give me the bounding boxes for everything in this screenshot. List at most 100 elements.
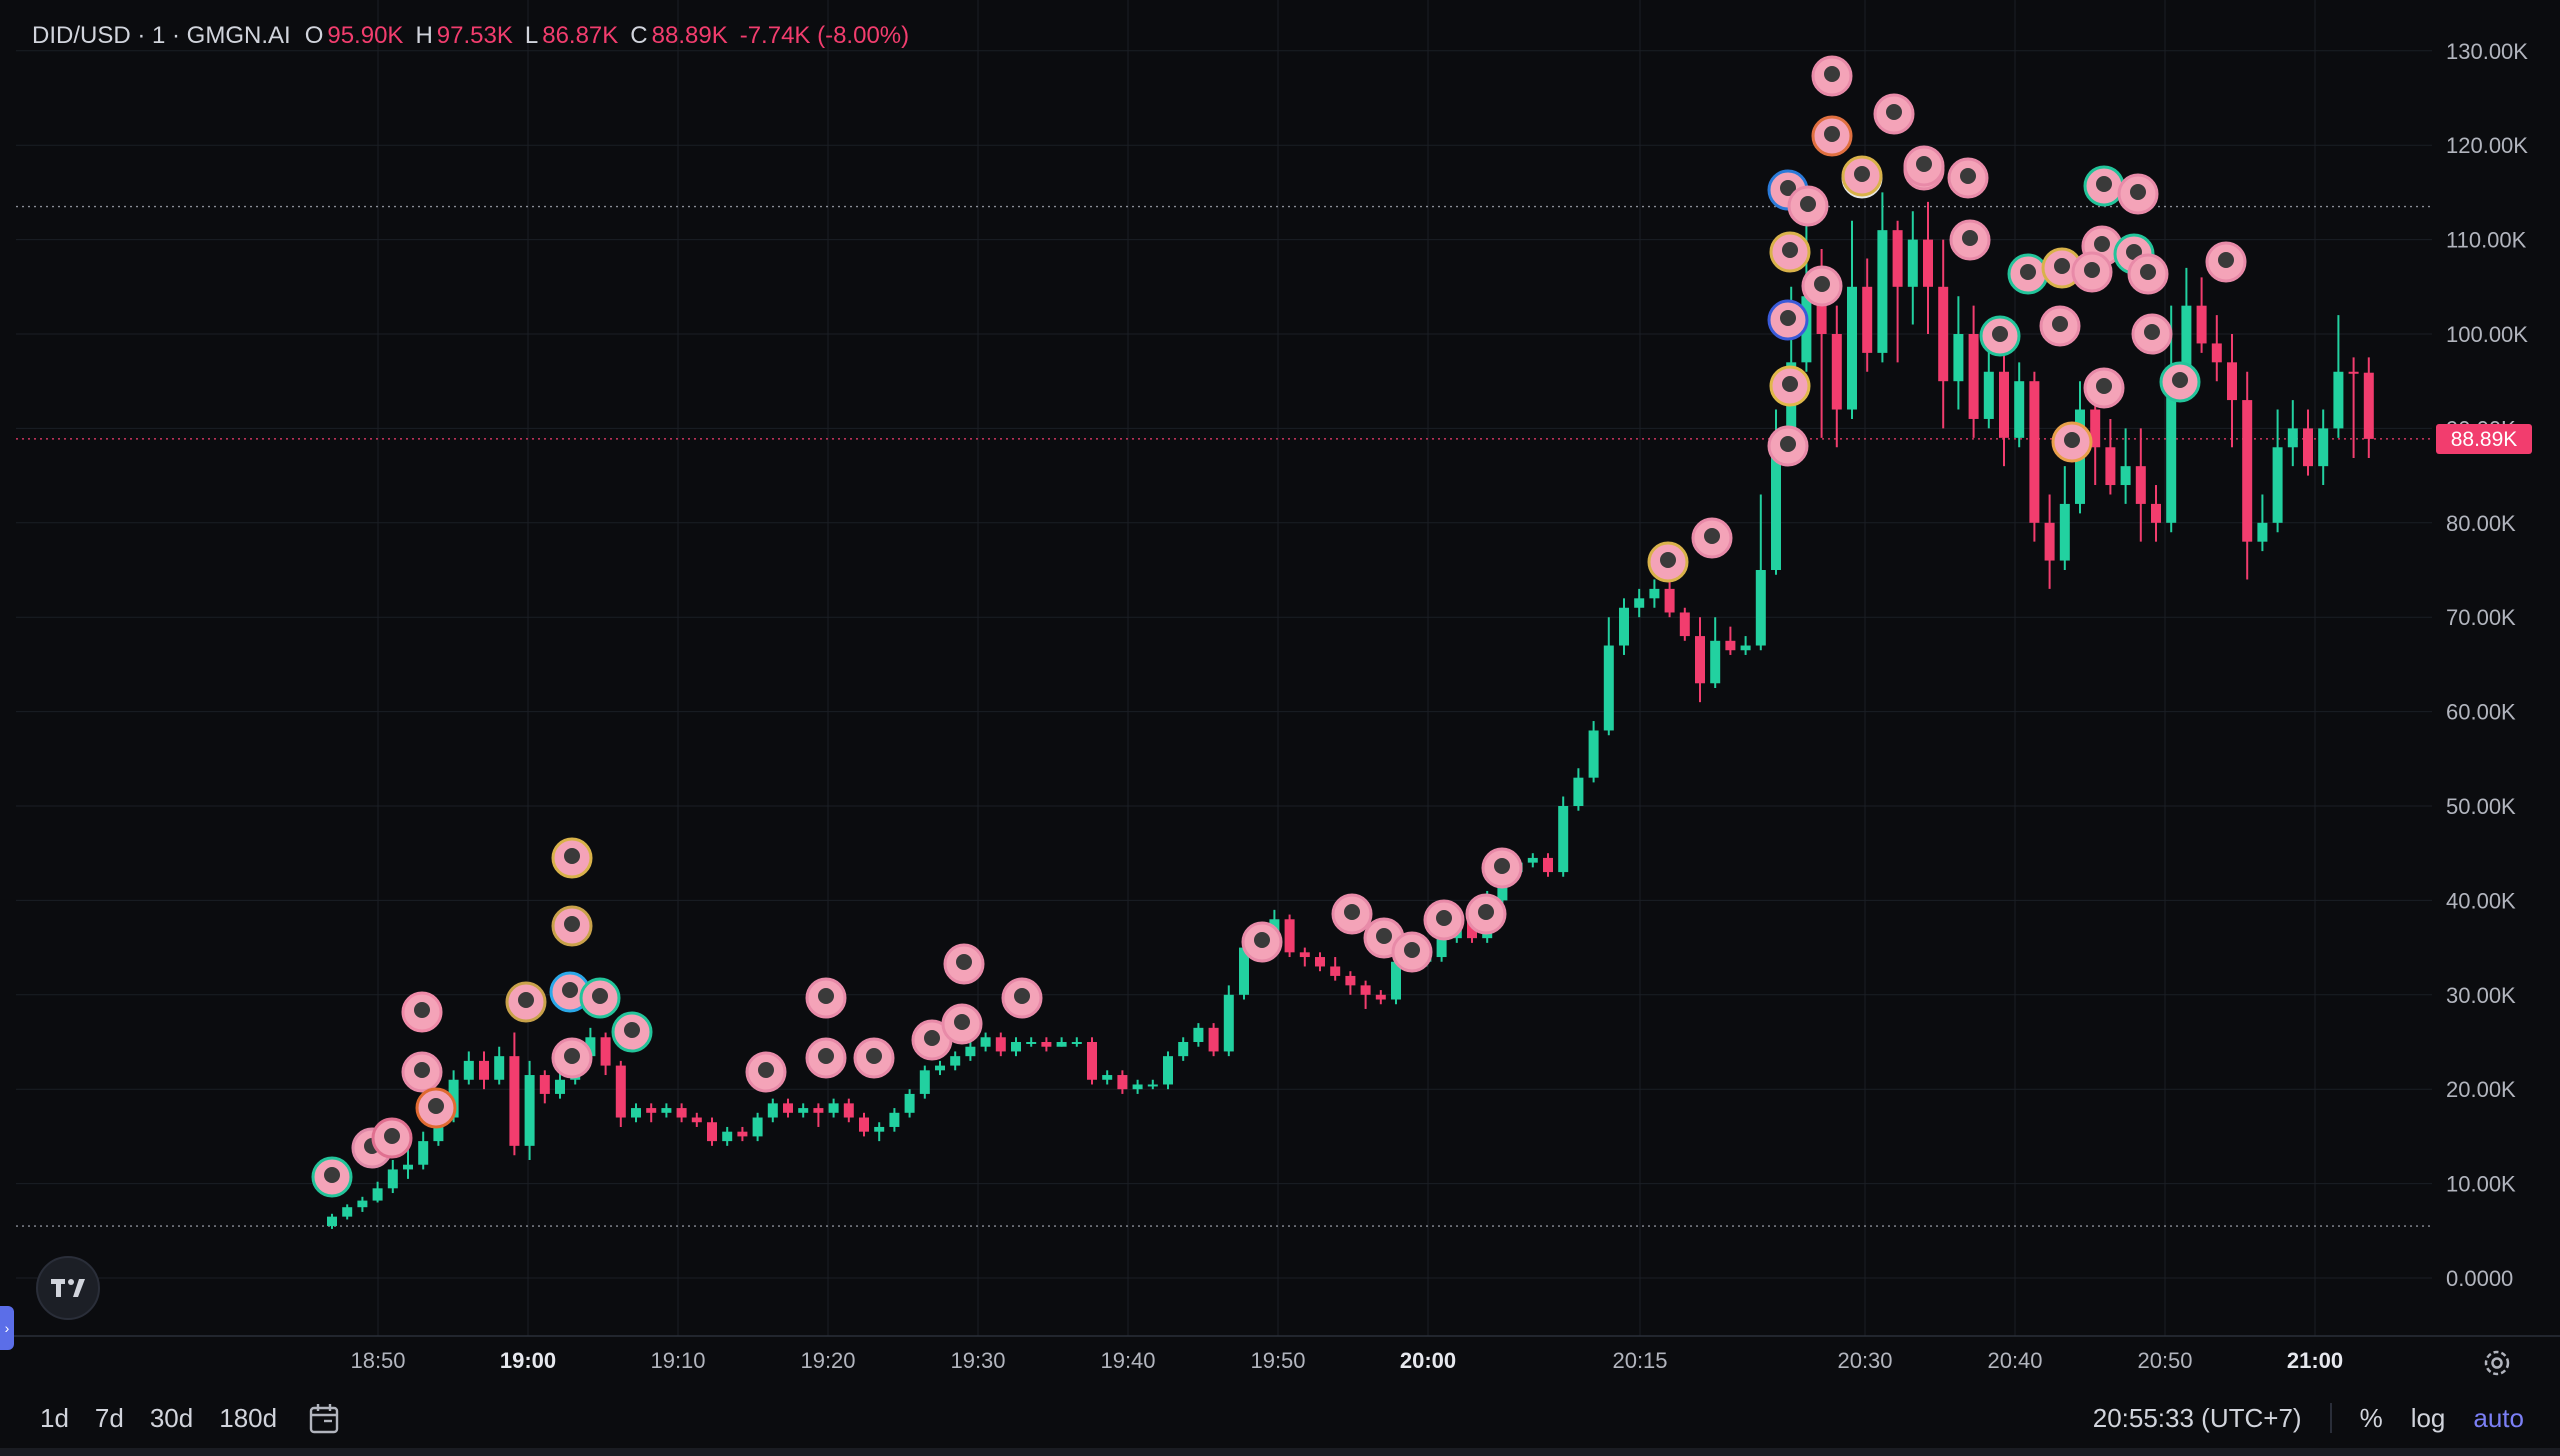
trade-marker-face — [1478, 904, 1494, 920]
candle-body — [1360, 985, 1371, 995]
trade-marker-face — [2084, 262, 2100, 278]
candle-body — [1923, 239, 1933, 287]
close-value: 88.89K — [651, 22, 728, 49]
y-tick-label: 40.00K — [2446, 888, 2516, 913]
trade-marker-face — [1960, 168, 1976, 184]
trade-marker-face — [2064, 432, 2080, 448]
trade-marker-face — [1780, 310, 1796, 326]
trade-marker-face — [1782, 376, 1798, 392]
candle-body — [1527, 857, 1538, 863]
candle-body — [1968, 334, 1979, 419]
y-tick-label: 80.00K — [2446, 511, 2516, 536]
candle-body — [2059, 503, 2070, 561]
candle-body — [1011, 1042, 1021, 1052]
trade-marker-face — [564, 1048, 580, 1064]
candle-body — [631, 1108, 641, 1118]
x-tick-label: 19:20 — [800, 1348, 855, 1373]
horizontal-scrollbar[interactable] — [0, 1448, 2560, 1456]
x-tick-label: 20:15 — [1612, 1348, 1667, 1373]
candle-body — [463, 1060, 474, 1080]
candle-body — [1679, 612, 1690, 637]
y-tick-label: 100.00K — [2446, 322, 2528, 347]
candle-body — [889, 1112, 900, 1127]
trade-marker-face — [1254, 932, 1270, 948]
candle-body — [387, 1169, 398, 1189]
settings-icon[interactable] — [2480, 1346, 2514, 1380]
candle-body — [494, 1056, 505, 1080]
y-tick-label: 50.00K — [2446, 794, 2516, 819]
candle-body — [1725, 640, 1736, 651]
y-tick-label: 30.00K — [2446, 983, 2516, 1008]
chart-grid — [16, 0, 2432, 1336]
y-tick-label: 0.0000 — [2446, 1266, 2513, 1291]
candle-body — [2333, 371, 2344, 429]
candle-body — [372, 1188, 383, 1201]
candle-body — [1147, 1084, 1158, 1087]
x-tick-label: 18:50 — [350, 1348, 405, 1373]
tradingview-logo-icon[interactable] — [36, 1256, 100, 1320]
x-tick-label: 19:30 — [950, 1348, 1005, 1373]
auto-scale-button[interactable]: auto — [2473, 1402, 2524, 1433]
candle-body — [1573, 777, 1584, 806]
trade-marker-face — [1992, 326, 2008, 342]
trade-marker-face — [564, 916, 580, 932]
candle-body — [1284, 919, 1295, 953]
symbol-title[interactable]: DID/USD · 1 · GMGN.AI — [32, 22, 291, 49]
candle-body — [2227, 362, 2237, 401]
candle-body — [767, 1103, 778, 1118]
range-180d-button[interactable]: 180d — [219, 1402, 278, 1433]
trade-marker-face — [2054, 258, 2070, 274]
y-tick-label: 130.00K — [2446, 39, 2528, 64]
range-1d-button[interactable]: 1d — [40, 1402, 69, 1433]
candle-body — [1862, 286, 1873, 353]
trade-marker-face — [758, 1062, 774, 1078]
y-tick-label: 110.00K — [2446, 228, 2527, 253]
trade-marker-face — [2140, 264, 2156, 280]
candle-body — [2318, 428, 2329, 467]
price-axis[interactable]: 0.0000 10.00K 20.00K 30.00K 40.00K 50.00K 60.0… — [2446, 39, 2528, 1291]
candle-body — [950, 1056, 961, 1066]
clock-display[interactable]: 20:55:33 (UTC+7) — [2092, 1402, 2302, 1433]
candle-body — [722, 1131, 733, 1142]
trade-marker-face — [592, 988, 608, 1004]
candle-body — [1877, 230, 1888, 353]
x-tick-label: 19:40 — [1100, 1348, 1155, 1373]
log-scale-button[interactable]: log — [2410, 1402, 2446, 1433]
sidebar-toggle-icon[interactable]: › — [0, 1306, 14, 1350]
y-tick-label: 20.00K — [2446, 1077, 2516, 1102]
x-tick-label: 20:50 — [2137, 1348, 2192, 1373]
bottom-toolbar: 1d 7d 30d 180d 20:55:33 (UTC+7) % log au… — [0, 1380, 2560, 1456]
candle-body — [1938, 286, 1949, 382]
trade-marker-face — [2052, 316, 2068, 332]
open-label: O — [304, 22, 324, 49]
y-tick-label: 70.00K — [2446, 605, 2516, 630]
candle-body — [1588, 730, 1599, 778]
scale-controls: 20:55:33 (UTC+7) % log auto — [2093, 1403, 2524, 1434]
range-7d-button[interactable]: 7d — [94, 1402, 124, 1433]
trade-marker-face — [1800, 196, 1816, 212]
reference-lines — [16, 205, 2432, 1227]
candle-body — [676, 1108, 687, 1118]
candle-body — [539, 1075, 550, 1094]
candle-body — [1071, 1042, 1082, 1044]
candle-body — [1953, 334, 1964, 382]
time-axis[interactable]: 18:50 19:00 19:10 19:20 19:30 19:40 19:50 20:00… — [0, 1335, 2560, 1373]
trade-marker-face — [1916, 156, 1932, 172]
high-value: 97.53K — [436, 22, 513, 49]
candle-body — [1315, 957, 1325, 967]
candle-body — [1117, 1075, 1128, 1090]
candle-body — [585, 1037, 596, 1057]
trade-marker-face — [624, 1022, 640, 1038]
open-value: 95.90K — [327, 22, 404, 49]
trade-marker-face — [1494, 858, 1510, 874]
trade-marker-face — [414, 1002, 430, 1018]
trade-marker-face — [562, 982, 578, 998]
percent-scale-button[interactable]: % — [2359, 1402, 2383, 1433]
trade-marker-face — [1344, 904, 1360, 920]
calendar-icon[interactable] — [308, 1402, 342, 1436]
candle-body — [1087, 1042, 1097, 1080]
y-tick-label: 60.00K — [2446, 700, 2516, 725]
range-30d-button[interactable]: 30d — [149, 1402, 194, 1433]
toolbar-divider — [2329, 1403, 2332, 1433]
